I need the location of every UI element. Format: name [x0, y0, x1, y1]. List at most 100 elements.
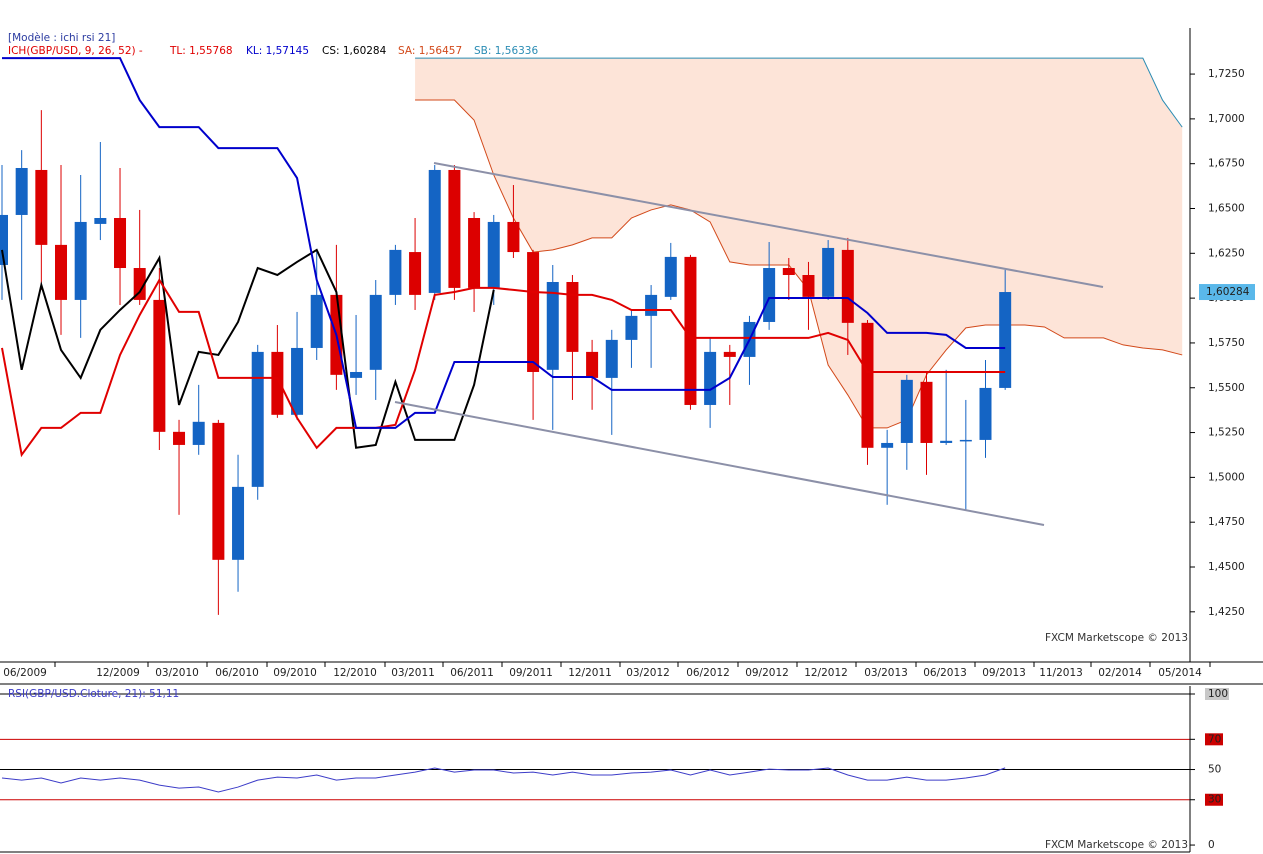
- candle-body: [55, 244, 68, 300]
- indicator-line: [1, 278, 1006, 458]
- y-tick-label: 0: [1208, 839, 1215, 851]
- model-label: [Modèle : ichi rsi 21]: [8, 32, 115, 44]
- y-tick-label: 1,5500: [1208, 382, 1245, 394]
- x-tick-label: 02/2014: [1098, 667, 1142, 679]
- candle-body: [0, 214, 8, 265]
- rsi-plot: [0, 693, 1190, 801]
- y-tick-label: 1,4750: [1208, 516, 1245, 528]
- y-tick-label: 100: [1208, 688, 1228, 700]
- candle-body: [664, 256, 677, 297]
- candle-body: [74, 221, 87, 300]
- candle-body: [900, 379, 913, 443]
- legend-entry: SA: 1,56457: [398, 45, 462, 57]
- candle-body: [527, 252, 540, 372]
- legend-entry: TL: 1,55768: [169, 45, 233, 57]
- watermark: FXCM Marketscope © 2013: [1045, 839, 1188, 851]
- y-tick-label: 70: [1208, 733, 1221, 745]
- trend-line-upper: [433, 162, 1104, 288]
- cloud: [415, 58, 1183, 428]
- candle-body: [566, 281, 579, 352]
- x-tick-label: 09/2012: [745, 667, 789, 679]
- candle-body: [173, 431, 186, 445]
- candle-body: [251, 351, 264, 487]
- legend-entry: CS: 1,60284: [322, 45, 387, 57]
- x-tick-label: 11/2013: [1039, 667, 1083, 679]
- legend-entry: KL: 1,57145: [246, 45, 309, 57]
- candle-body: [979, 387, 992, 440]
- candle-body: [822, 247, 835, 297]
- candle-body: [782, 268, 795, 276]
- candle-body: [881, 442, 894, 448]
- candle-body: [15, 167, 28, 215]
- candle-body: [684, 256, 697, 405]
- candle-body: [133, 268, 146, 300]
- y-tick-label: 50: [1208, 764, 1221, 776]
- candle-body: [586, 351, 599, 378]
- candle-body: [153, 299, 166, 432]
- candle-body: [291, 347, 304, 415]
- max-label-box: [1205, 688, 1229, 701]
- level-label-box: [1205, 733, 1223, 746]
- y-tick-label: 1,6500: [1208, 203, 1245, 215]
- x-tick-label: 03/2010: [155, 667, 199, 679]
- level-label-box: [1205, 793, 1223, 806]
- indicator-line: [2, 57, 1006, 429]
- candle-body: [310, 294, 323, 348]
- price-axis: 1,4250 1,4500 1,4750 1,5000 1,5250 1,5500 1,57…: [3, 68, 1255, 679]
- candle-body: [468, 218, 481, 288]
- candle-body: [409, 252, 422, 295]
- y-tick-label: 1,5250: [1208, 427, 1245, 439]
- x-tick-label: 06/2011: [450, 667, 494, 679]
- rsi-line: [1, 767, 1006, 793]
- x-tick-label: 12/2011: [568, 667, 612, 679]
- x-tick-label: 12/2012: [804, 667, 848, 679]
- candle-body: [192, 421, 205, 445]
- candle-body: [940, 440, 953, 443]
- y-tick-label: 1,5750: [1208, 337, 1245, 349]
- y-tick-label: 1,6750: [1208, 158, 1245, 170]
- x-tick-label: 09/2013: [982, 667, 1026, 679]
- x-tick-label: 06/2009: [3, 667, 47, 679]
- rsi-axis: 0 30 50 70 100: [1190, 688, 1229, 851]
- candle-body: [861, 322, 874, 448]
- candle-body: [605, 339, 618, 378]
- last-price-box: [1199, 284, 1255, 301]
- candle-body: [920, 381, 933, 443]
- x-tick-label: 03/2011: [391, 667, 435, 679]
- candle-body: [507, 221, 520, 253]
- rsi-title: RSI(GBP/USD.Cloture, 21): 51,11: [8, 688, 179, 700]
- watermark: FXCM Marketscope © 2013: [1045, 632, 1188, 644]
- candle-body: [546, 281, 559, 370]
- x-tick-label: 03/2012: [626, 667, 670, 679]
- legend-entry: SB: 1,56336: [474, 45, 538, 57]
- x-tick-label: 06/2013: [923, 667, 967, 679]
- candle-body: [389, 249, 402, 295]
- candle-body: [232, 486, 245, 560]
- x-tick-label: 12/2010: [333, 667, 377, 679]
- x-tick-label: 09/2011: [509, 667, 553, 679]
- indicator-line: [415, 57, 1183, 128]
- x-tick-label: 12/2009: [96, 667, 140, 679]
- candle-body: [723, 351, 736, 357]
- candle-body: [625, 315, 638, 340]
- candle-body: [448, 169, 461, 288]
- y-tick-label: 1,7000: [1208, 113, 1245, 125]
- y-tick-label: 1,5000: [1208, 471, 1245, 483]
- candle-body: [212, 422, 225, 560]
- candle-body: [763, 268, 776, 322]
- price-plot: [0, 57, 1183, 615]
- indicator-line: [1, 248, 495, 449]
- candle-body: [94, 218, 107, 224]
- candle-body: [428, 169, 441, 293]
- candle-body: [369, 294, 382, 370]
- candle-body: [959, 439, 972, 442]
- candle-body: [999, 292, 1012, 388]
- candle-body: [841, 249, 854, 323]
- last-price-label: 1,60284: [1206, 286, 1250, 298]
- indicator-line: [415, 99, 1183, 429]
- y-tick-label: 1,4500: [1208, 561, 1245, 573]
- x-tick-label: 03/2013: [864, 667, 908, 679]
- candle-body: [704, 351, 717, 405]
- y-tick-label: 1,4250: [1208, 606, 1245, 618]
